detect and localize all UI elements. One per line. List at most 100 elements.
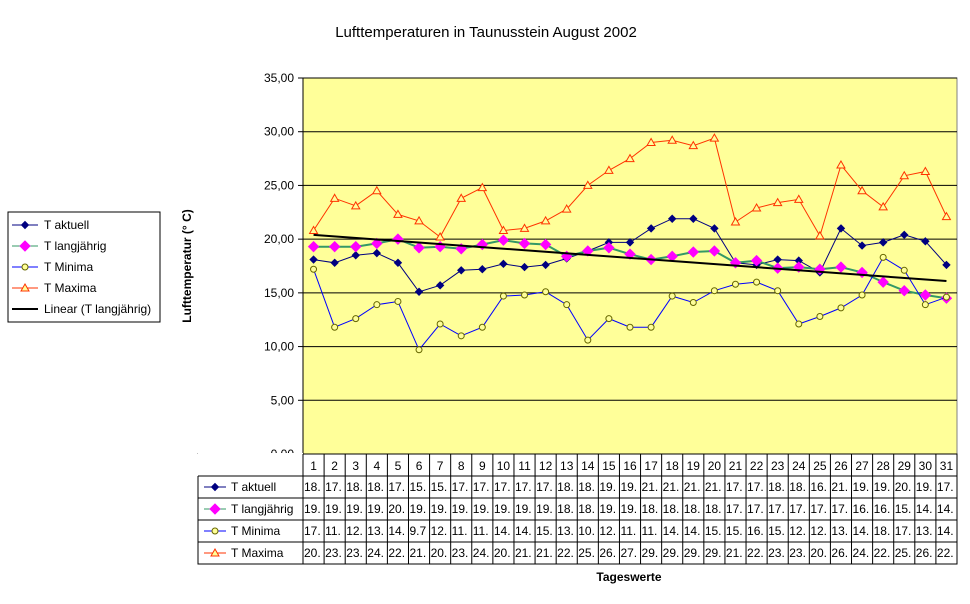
data-point [878, 238, 888, 247]
legend-marker [20, 282, 30, 292]
data-point [753, 278, 761, 286]
data-point [647, 323, 655, 331]
table-cell: 29. [663, 546, 680, 560]
table-cell: 15. [768, 524, 785, 538]
trendline [313, 233, 947, 283]
data-point [899, 170, 910, 180]
table-cell: 22. [557, 546, 574, 560]
table-cell: 12. [810, 524, 827, 538]
table-cell: 21. [831, 480, 848, 494]
table-cell: 13. [831, 524, 848, 538]
data-point [710, 287, 718, 295]
data-point [309, 255, 318, 264]
table-cell: 17. [536, 480, 553, 494]
table-cell: 17. [452, 480, 469, 494]
y-tick-label: 20,00 [264, 232, 294, 246]
data-point [456, 193, 467, 202]
x-tick-label: 1 [310, 459, 317, 473]
series-t-maxima [308, 133, 952, 241]
x-tick-label: 30 [919, 459, 933, 473]
table-cell: 13. [557, 524, 574, 538]
table-cell: 20. [810, 546, 827, 560]
x-tick-label: 20 [708, 459, 722, 473]
table-cell: 16. [810, 480, 827, 494]
data-point [795, 320, 803, 328]
x-tick-label: 17 [644, 459, 658, 473]
legend: T aktuell T langjährig T Minima T Maxima Lin… [7, 211, 161, 323]
table-cell: 18. [663, 502, 680, 516]
x-tick-label: 15 [602, 459, 616, 473]
table-cell: 14. [494, 524, 511, 538]
table-cell: 25. [895, 546, 912, 560]
table-cell: 11. [473, 524, 489, 538]
y-tick-label: 35,00 [264, 71, 294, 85]
row-label: T aktuell [231, 480, 276, 494]
x-tick-label: 28 [876, 459, 890, 473]
x-tick-label: 14 [581, 459, 595, 473]
table-cell: 18. [705, 502, 722, 516]
table-cell: 14. [853, 524, 870, 538]
data-point [563, 301, 571, 309]
data-point [521, 291, 529, 299]
x-tick-label: 21 [729, 459, 743, 473]
table-cell: 29. [684, 546, 701, 560]
legend-label: T langjährig [44, 239, 106, 253]
data-point [688, 140, 699, 150]
table-cell: 20. [431, 546, 448, 560]
data-point [371, 185, 382, 195]
table-cell: 20. [494, 546, 511, 560]
table-cell: 11. [452, 524, 468, 538]
table-cell: 22. [937, 546, 954, 560]
data-point [477, 182, 488, 192]
table-cell: 11. [642, 524, 658, 538]
table-cell: 17. [789, 502, 806, 516]
data-point [541, 260, 550, 270]
table-cell: 19. [452, 502, 469, 516]
x-tick-label: 23 [771, 459, 785, 473]
table-cell: 18. [789, 480, 806, 494]
data-point [519, 223, 530, 232]
x-tick-label: 29 [898, 459, 912, 473]
table-cell: 25. [578, 546, 595, 560]
data-point [667, 135, 678, 144]
table-cell: 17. [726, 480, 743, 494]
row-label: T Minima [231, 524, 280, 538]
data-point [520, 262, 529, 272]
y-tick-label: 30,00 [264, 125, 294, 139]
table-cell: 16. [853, 502, 870, 516]
table-cell: 22. [874, 546, 891, 560]
data-point [603, 242, 615, 254]
data-point [942, 293, 950, 301]
table-cell: 15. [409, 480, 426, 494]
row-legend-marker [211, 527, 219, 535]
table-cell: 15. [431, 480, 448, 494]
data-point [921, 301, 929, 309]
table-cell: 18. [768, 480, 785, 494]
table-cell: 20. [895, 480, 912, 494]
data-table: 1 2 3 4 5 6 7 8 9 10 11 12 13 14 15 16 17 18 19 20 21 22 23 24 2… [197, 453, 958, 565]
table-cell: 17. [810, 502, 827, 516]
data-point [689, 214, 698, 223]
data-point [435, 231, 445, 241]
table-cell: 19. [431, 502, 448, 516]
table-cell: 14. [916, 502, 933, 516]
table-cell: 26. [599, 546, 616, 560]
legend-marker [20, 220, 30, 230]
table-cell: 14. [937, 524, 954, 538]
series-t-minima [310, 253, 950, 354]
table-cell: 19. [620, 502, 637, 516]
data-point [539, 238, 552, 251]
table-cell: 14. [684, 524, 701, 538]
data-point [921, 237, 930, 246]
table-cell: 19. [916, 480, 933, 494]
legend-item-t-aktuell: T aktuell [12, 218, 89, 232]
table-cell: 19. [346, 502, 363, 516]
table-cell: 17. [304, 524, 321, 538]
data-point [708, 245, 721, 257]
table-row-t-langj-hrig: T langjährig 19. 19. 19. 19. 20. 19. 19. 19. 19. 1… [204, 502, 954, 516]
table-cell: 14. [515, 524, 532, 538]
x-tick-label: 4 [373, 459, 380, 473]
y-tick-label: 5,00 [271, 393, 295, 407]
table-cell: 29. [642, 546, 659, 560]
